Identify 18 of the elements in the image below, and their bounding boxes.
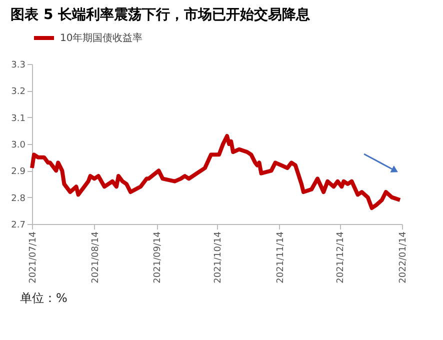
y-tick-label: 2.9 — [11, 167, 26, 178]
x-tick-label: 2022/01/14 — [398, 231, 408, 284]
x-tick-label: 2021/12/14 — [336, 231, 346, 284]
chart-title: 图表 5 长端利率震荡下行，市场已开始交易降息 — [10, 6, 312, 23]
x-tick-label: 2021/10/14 — [214, 231, 224, 284]
x-tick-label: 2021/11/14 — [276, 231, 286, 284]
y-tick-label: 3.2 — [11, 87, 26, 98]
legend-label: 10年期国债收益率 — [60, 32, 143, 44]
x-tick-label: 2021/09/14 — [153, 231, 164, 284]
y-tick-label: 3.0 — [11, 140, 26, 150]
y-tick-label: 3.3 — [11, 60, 26, 70]
x-tick-label: 2021/07/14 — [28, 231, 38, 284]
line-series — [30, 134, 402, 210]
y-tick-label: 2.8 — [11, 194, 26, 204]
x-tick-label: 2021/08/14 — [90, 231, 101, 284]
text: 单位：% — [20, 291, 68, 305]
y-tick-label: 2.7 — [11, 220, 26, 230]
y-tick-label: 3.1 — [11, 114, 26, 124]
